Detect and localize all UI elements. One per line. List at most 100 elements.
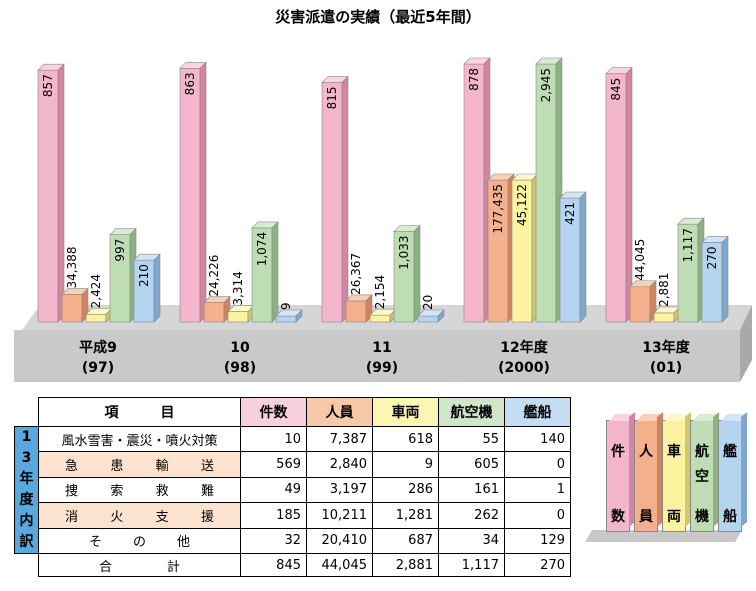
cell-cases: 32 — [240, 527, 307, 555]
bar-chart: 857 863 815 878 845 34,388 24,226 26,367 177,435… — [14, 57, 752, 382]
cell-vehicles: 286 — [372, 476, 439, 504]
cell-ships: 0 — [504, 451, 571, 478]
table-header-row: 項 目 件数 人員 車両 航空機 艦船 — [14, 397, 571, 427]
bar-cases-1 — [179, 61, 207, 323]
table-total-row: 合計 845 44,045 2,881 1,117 270 — [14, 553, 571, 577]
bar-personnel-2 — [345, 294, 373, 323]
cell-aircraft: 605 — [438, 451, 505, 478]
bar-label-cases-0: 857 — [41, 74, 55, 97]
bar-personnel-1 — [203, 295, 231, 323]
total-label: 合計 — [38, 553, 241, 577]
bar-cases-4 — [605, 66, 633, 323]
bar-vehicles-3 — [511, 173, 539, 323]
cell-cases: 185 — [240, 502, 307, 529]
bar-ships-2 — [417, 309, 445, 323]
bar-label-cases-2: 815 — [325, 87, 339, 110]
cell-ships: 129 — [504, 527, 571, 555]
category-label: 12年度 — [500, 339, 548, 356]
row-item: 消火支援 — [38, 502, 241, 529]
total-ships: 270 — [504, 553, 571, 577]
bar-label-ships-2: 20 — [421, 295, 435, 310]
category-label: 10 — [230, 340, 250, 356]
bar-label-cases-1: 863 — [183, 72, 197, 95]
bar-ships-3 — [559, 191, 587, 323]
total-cases: 845 — [240, 553, 307, 577]
cell-vehicles: 618 — [372, 425, 439, 453]
header-item: 項 目 — [38, 397, 241, 427]
bar-label-personnel-1: 24,226 — [207, 255, 221, 297]
table-row: 消火支援 185 10,211 1,281 262 0 — [15, 502, 571, 529]
bar-cases-2 — [321, 75, 349, 323]
bar-vehicles-4 — [653, 306, 681, 323]
bar-personnel-4 — [629, 280, 657, 323]
header-personnel: 人員 — [306, 397, 373, 427]
bar-label-aircraft-2: 1,033 — [397, 236, 411, 270]
category-sublabel: (97) — [82, 360, 114, 376]
table-corner — [14, 397, 39, 427]
bar-label-ships-1: 9 — [279, 302, 293, 310]
bar-label-personnel-3: 177,435 — [491, 184, 505, 234]
table-row: その他 32 20,410 687 34 129 — [15, 527, 571, 555]
header-aircraft: 航空機 — [438, 397, 505, 427]
cell-personnel: 3,197 — [306, 476, 373, 504]
bar-personnel-0 — [61, 287, 89, 323]
table-row: 捜索救難 49 3,197 286 161 1 — [15, 476, 571, 504]
bar-ships-0 — [133, 253, 161, 323]
category-sublabel: (01) — [650, 360, 682, 376]
cell-aircraft: 161 — [438, 476, 505, 504]
cell-personnel: 10,211 — [306, 502, 373, 529]
total-personnel: 44,045 — [306, 553, 373, 577]
row-item: 捜索救難 — [38, 476, 241, 504]
bar-cases-0 — [37, 63, 65, 323]
bar-label-cases-3: 878 — [467, 68, 481, 91]
header-vehicles: 車両 — [372, 397, 439, 427]
total-aircraft: 1,117 — [438, 553, 505, 577]
bar-label-personnel-2: 26,367 — [349, 253, 363, 295]
bar-label-aircraft-3: 2,945 — [539, 68, 553, 102]
cell-cases: 569 — [240, 451, 307, 478]
category-label: 平成9 — [79, 339, 117, 356]
bar-label-cases-4: 845 — [609, 78, 623, 101]
row-item: 急患輸送 — [38, 451, 241, 478]
bar-cases-3 — [463, 57, 491, 323]
category-label: 11 — [372, 340, 391, 356]
table-row: 急患輸送 569 2,840 9 605 0 — [15, 451, 571, 478]
category-sublabel: (2000) — [498, 360, 550, 376]
bar-label-aircraft-1: 1,074 — [255, 232, 269, 266]
cell-vehicles: 9 — [372, 451, 439, 478]
cell-vehicles: 1,281 — [372, 502, 439, 529]
bar-ships-4 — [701, 235, 729, 323]
bar-ships-1 — [275, 309, 303, 323]
cell-ships: 140 — [504, 425, 571, 453]
bar-label-vehicles-2: 2,154 — [373, 275, 387, 309]
category-label: 13年度 — [642, 339, 690, 356]
bar-label-vehicles-1: 3,314 — [231, 271, 245, 305]
chart-floor-front — [14, 330, 740, 382]
legend-item-vehicles: 車両 — [662, 411, 693, 532]
cell-aircraft: 55 — [438, 425, 505, 453]
chart-title: 災害派遣の実績（最近5年間） — [275, 8, 481, 26]
legend-item-ships: 艦船 — [718, 411, 749, 532]
bar-vehicles-1 — [227, 304, 255, 323]
bar-label-personnel-0: 34,388 — [65, 246, 79, 288]
header-ships: 艦船 — [504, 397, 571, 427]
legend: 件数 人員 車両 航空機 艦船 — [585, 411, 749, 552]
bar-label-vehicles-0: 2,424 — [89, 274, 103, 308]
category-sublabel: (99) — [366, 360, 398, 376]
chart-floor-side — [740, 305, 752, 382]
legend-item-aircraft: 航空機 — [690, 411, 721, 532]
cell-cases: 10 — [240, 425, 307, 453]
bar-label-vehicles-4: 2,881 — [657, 273, 671, 307]
cell-vehicles: 687 — [372, 527, 439, 555]
header-cases: 件数 — [240, 397, 307, 427]
bar-label-ships-4: 270 — [705, 246, 719, 269]
legend-item-cases: 件数 — [606, 411, 637, 532]
legend-item-personnel: 人員 — [634, 411, 665, 532]
cell-personnel: 2,840 — [306, 451, 373, 478]
bar-label-aircraft-4: 1,117 — [681, 228, 695, 262]
bar-label-personnel-4: 44,045 — [633, 239, 647, 281]
bar-label-vehicles-3: 45,122 — [515, 184, 529, 226]
